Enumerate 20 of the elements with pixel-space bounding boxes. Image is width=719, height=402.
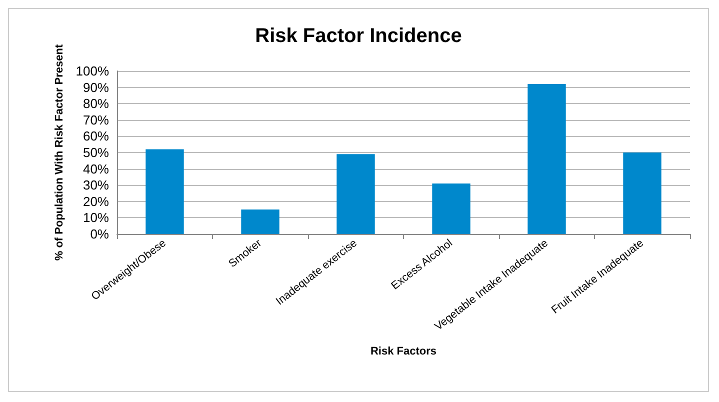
y-tick-label: 90% [82,80,110,95]
x-axis-title: Risk Factors [370,346,437,358]
y-tick-label: 50% [82,145,110,160]
bar [623,152,662,234]
bar [432,183,470,234]
bar [241,210,280,234]
y-tick-label: 40% [82,161,110,176]
y-tick-label: 10% [82,210,110,226]
y-tick-label: 70% [82,112,110,128]
chart-title: Risk Factor Incidence [255,25,462,47]
bar [336,154,375,234]
y-tick-label: 80% [82,96,110,112]
y-tick-label: 60% [82,128,110,144]
y-tick-label: 20% [82,194,110,209]
y-tick-label: 0% [90,226,110,242]
bar [146,149,184,234]
y-tick-label: 30% [82,178,110,193]
y-tick-label: 100% [76,64,110,78]
bar [528,84,566,234]
y-axis-title: % of Population With Risk Factor Present [53,44,66,261]
